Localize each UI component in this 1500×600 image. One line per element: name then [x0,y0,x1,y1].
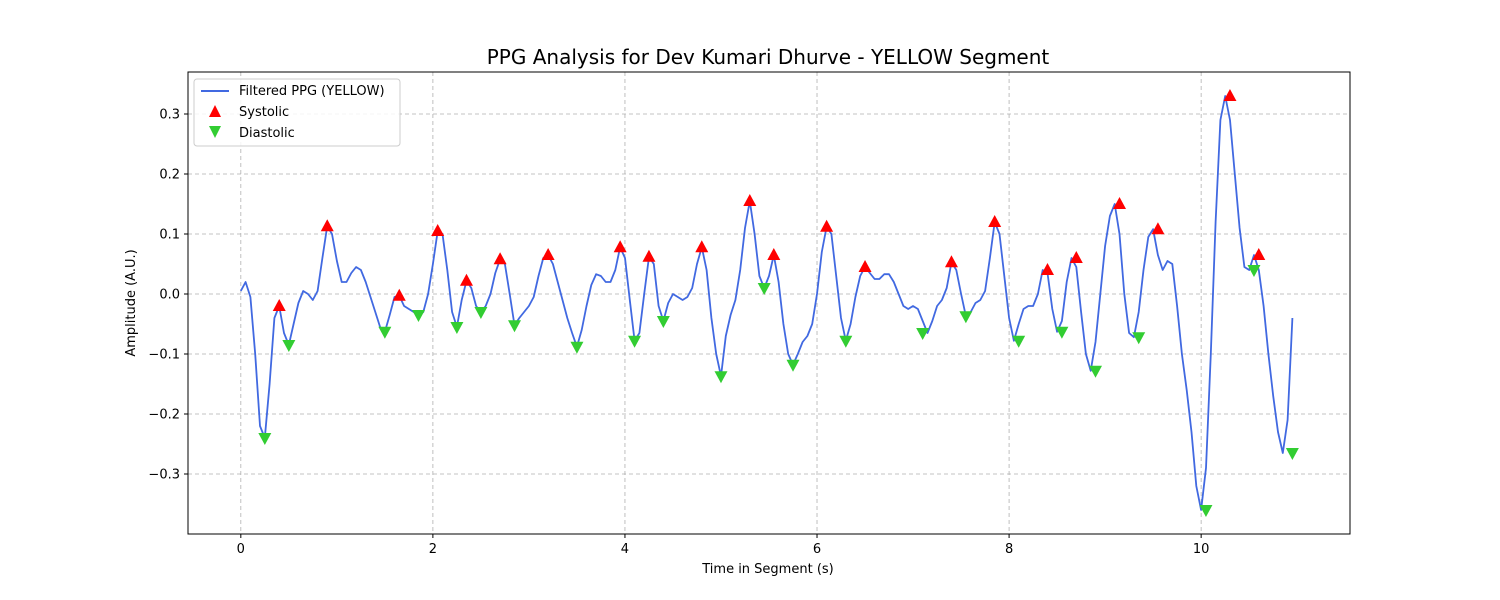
diastolic-marker [570,341,584,354]
legend: Filtered PPG (YELLOW) Systolic Diastolic [193,78,401,147]
systolic-marker [320,219,334,232]
diastolic-marker [450,322,464,334]
systolic-marker [1040,263,1054,275]
x-tick-label: 4 [621,542,629,557]
diastolic-marker [628,335,642,348]
systolic-marker [988,215,1002,227]
legend-label-systolic: Systolic [239,105,289,120]
y-tick-label: 0.1 [159,228,180,243]
systolic-marker [1252,248,1266,260]
systolic-marker [1113,197,1127,209]
systolic-marker [743,194,757,206]
systolic-marker [820,219,834,232]
x-tick-label: 6 [813,542,821,557]
diastolic-marker [378,326,392,339]
systolic-marker [1069,251,1083,263]
x-tick-label: 8 [1005,542,1013,557]
ppg-signal-line [240,95,1294,511]
diastolic-marker [282,340,296,352]
diastolic-marker [959,311,973,324]
legend-systolic-marker-icon [209,105,221,117]
diastolic-marker [786,359,800,372]
y-tick-label: 0.0 [159,288,180,303]
diastolic-marker [1247,265,1261,277]
diastolic-marker [411,310,425,322]
systolic-marker [767,248,781,260]
systolic-marker [944,255,958,268]
diastolic-marker [1012,335,1026,348]
systolic-marker [1151,222,1165,235]
diastolic-marker [1199,505,1213,517]
systolic-marker [431,224,445,236]
diastolic-marker [508,320,522,333]
diastolic-marker [1055,326,1069,339]
diastolic-marker [1132,332,1146,345]
x-axis-label: Time in Segment (s) [701,562,833,577]
systolic-marker [613,240,627,253]
y-axis-label: Amplitude (A.U.) [124,249,139,356]
axis-ticks: 0 2 4 6 8 10 −0.3 −0.2 −0.1 0.0 0.1 0.2 0.3 [148,108,1209,558]
diastolic-marker [656,316,670,328]
y-tick-label: −0.1 [148,348,180,363]
systolic-marker [272,299,286,311]
diastolic-marker [258,433,272,445]
y-tick-label: −0.3 [148,468,180,483]
series-layer [240,89,1299,517]
diastolic-marker [1285,448,1299,460]
x-tick-label: 2 [429,542,437,557]
legend-diastolic-marker-icon [209,126,221,138]
chart-title: PPG Analysis for Dev Kumari Dhurve - YEL… [487,45,1050,69]
systolic-marker [541,248,555,260]
plot-area-frame [187,71,1351,535]
systolic-marker [392,288,406,301]
x-tick-label: 10 [1193,542,1210,557]
systolic-marker [459,273,473,286]
diastolic-marker [839,335,853,348]
y-tick-label: −0.2 [148,408,180,423]
diastolic-marker [474,307,488,319]
legend-frame [193,78,401,147]
y-tick-label: 0.2 [159,168,180,183]
systolic-marker [642,249,656,262]
diastolic-marker [1089,365,1103,378]
x-tick-label: 0 [237,542,245,557]
legend-label-diastolic: Diastolic [239,126,295,141]
systolic-marker [1223,89,1237,101]
legend-label-signal: Filtered PPG (YELLOW) [239,84,385,99]
systolic-marker [695,240,709,253]
systolic-marker [493,252,507,265]
diastolic-marker [757,283,771,295]
diastolic-marker [714,371,728,384]
systolic-marker [858,260,872,272]
grid-lines [188,72,1350,534]
diastolic-marker [916,328,930,340]
y-tick-label: 0.3 [159,108,180,123]
